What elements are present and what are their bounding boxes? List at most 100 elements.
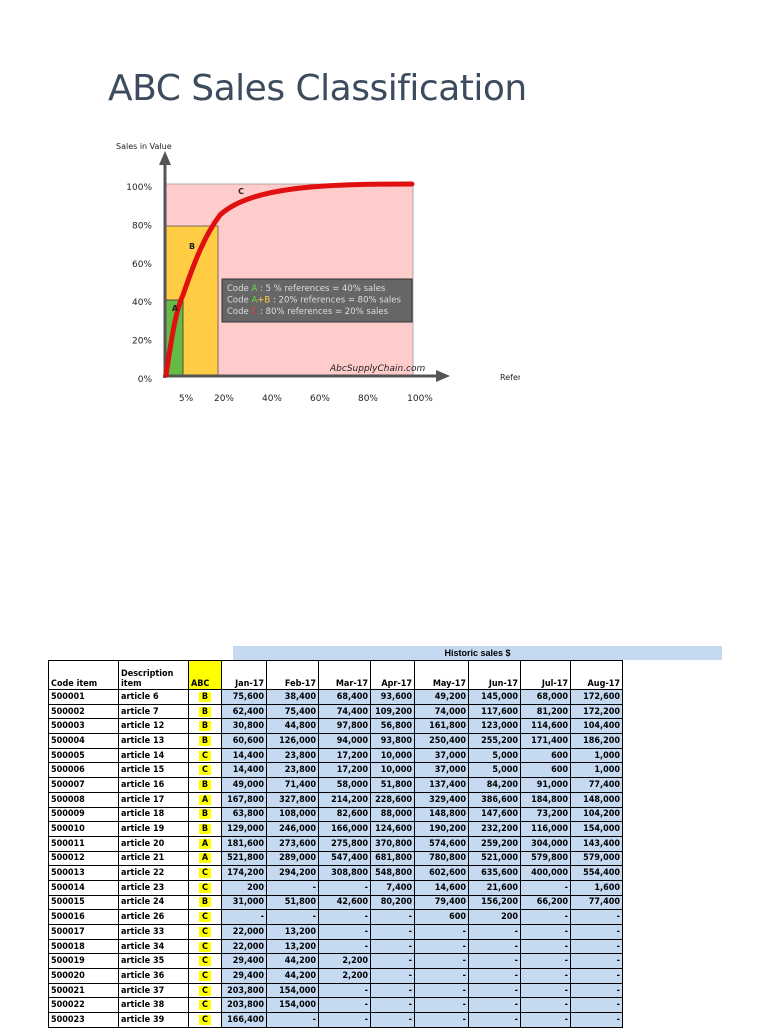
sales-cell: 49,000 [221, 777, 267, 793]
text-cell: 500006 [48, 762, 119, 779]
text-cell: article 19 [118, 821, 189, 837]
sales-cell: 75,400 [266, 703, 319, 720]
sales-cell: 228,600 [370, 791, 415, 808]
abc-cell: C [188, 924, 222, 940]
sales-cell: 2,200 [318, 953, 371, 970]
text-cell: 500008 [48, 791, 119, 808]
sales-cell: 22,000 [221, 938, 267, 955]
text-cell: article 12 [118, 718, 189, 735]
sales-cell: 84,200 [468, 777, 521, 793]
table-row: 500014 article 23 C 200- -7,400 14,600 21,600-… [48, 879, 623, 896]
sales-cell: - [370, 924, 415, 940]
sales-cell: 521,800 [221, 850, 267, 867]
sales-cell: 79,400 [414, 894, 469, 911]
abc-class: C [199, 926, 211, 937]
text-cell: 500023 [48, 1012, 119, 1028]
legend-text: Code [227, 296, 251, 306]
abc-class: C [199, 750, 211, 761]
sales-cell: 104,400 [570, 718, 623, 735]
abc-class: A [198, 853, 212, 864]
text-cell: 500020 [48, 968, 119, 984]
sales-cell: - [570, 968, 623, 984]
abc-class: C [199, 985, 211, 996]
sales-cell: 273,600 [266, 835, 319, 852]
table-row: 500017 article 33 C 22,000 13,200- - - - - - [48, 924, 623, 940]
sales-cell: 13,200 [266, 938, 319, 955]
x-tick-label: 100% [407, 394, 433, 404]
abc-cell: B [188, 733, 222, 749]
sales-cell: - [570, 997, 623, 1014]
x-tick-label: 20% [214, 394, 234, 404]
legend-line: Code A : 5 % references = 40% sales [227, 284, 386, 294]
x-tick-label: 5% [179, 394, 194, 404]
sales-cell: 66,200 [520, 894, 571, 911]
y-tick-label: 80% [132, 221, 152, 231]
abc-class: C [199, 868, 211, 879]
abc-class: B [198, 721, 212, 732]
column-header: Description item [118, 660, 189, 690]
column-header: Apr-17 [370, 660, 415, 690]
table-row: 500011 article 20 A 181,600 273,600 275,800 37… [48, 835, 623, 852]
sales-cell: 116,000 [520, 821, 571, 837]
abc-class: B [198, 779, 212, 790]
sales-cell: 145,000 [468, 689, 521, 705]
table-row: 500013 article 22 C 174,200 294,200 308,800 54… [48, 865, 623, 881]
sales-cell: 400,000 [520, 865, 571, 881]
abc-cell: B [188, 718, 222, 735]
sales-cell: - [318, 924, 371, 940]
sales-cell: 14,400 [221, 762, 267, 779]
legend-line: Code A+B : 20% references = 80% sales [227, 296, 401, 306]
y-arrow [159, 151, 171, 165]
sales-cell: - [570, 1012, 623, 1028]
sales-cell: - [570, 982, 623, 999]
y-axis-label-text: Sales in Value [116, 142, 172, 151]
sales-cell: - [468, 982, 521, 999]
sales-cell: 579,800 [520, 850, 571, 867]
sales-cell: 88,000 [370, 806, 415, 823]
sales-cell: 62,400 [221, 703, 267, 720]
sales-cell: 255,200 [468, 733, 521, 749]
sales-cell: 681,800 [370, 850, 415, 867]
sales-cell: 250,400 [414, 733, 469, 749]
text-cell: article 7 [118, 703, 189, 720]
sales-cell: 108,000 [266, 806, 319, 823]
sales-cell: - [318, 879, 371, 896]
sales-cell: - [318, 982, 371, 999]
sales-cell: 68,000 [520, 689, 571, 705]
sales-cell: 172,200 [570, 703, 623, 720]
y-tick-label: 20% [132, 337, 152, 347]
x-arrow [436, 370, 450, 382]
text-cell: 500022 [48, 997, 119, 1014]
legend-box [221, 278, 413, 323]
legend-text: : 5 % references = 40% sales [257, 284, 386, 294]
x-tick-label: 80% [358, 394, 378, 404]
legend-text: C [251, 307, 257, 317]
legend-text: + [257, 296, 264, 306]
abc-cell: A [188, 835, 222, 852]
sales-cell: 154,000 [266, 982, 319, 999]
table-row: 500010 article 19 B 129,000 246,000 166,000 12… [48, 821, 623, 837]
sales-cell: 126,000 [266, 733, 319, 749]
sales-cell: 51,800 [266, 894, 319, 911]
text-cell: article 6 [118, 689, 189, 705]
zone-label: A [172, 304, 179, 313]
abc-cell: C [188, 1012, 222, 1028]
column-header: May-17 [414, 660, 469, 690]
text-cell: article 33 [118, 924, 189, 940]
column-header: Mar-17 [318, 660, 371, 690]
legend-text: Code [227, 307, 251, 317]
sales-table: Code item Description item ABC Jan-17 Feb-17… [48, 660, 623, 1028]
sales-cell: 71,400 [266, 777, 319, 793]
abc-class: C [199, 882, 211, 893]
text-cell: article 23 [118, 879, 189, 896]
sales-cell: 77,400 [570, 894, 623, 911]
abc-class: A [198, 838, 212, 849]
abc-class: C [199, 1014, 211, 1025]
sales-cell: - [520, 968, 571, 984]
text-cell: 500021 [48, 982, 119, 999]
sales-cell: - [414, 938, 469, 955]
sales-cell: 308,800 [318, 865, 371, 881]
sales-cell: 82,600 [318, 806, 371, 823]
sales-cell: - [318, 938, 371, 955]
sales-cell: - [370, 909, 415, 925]
